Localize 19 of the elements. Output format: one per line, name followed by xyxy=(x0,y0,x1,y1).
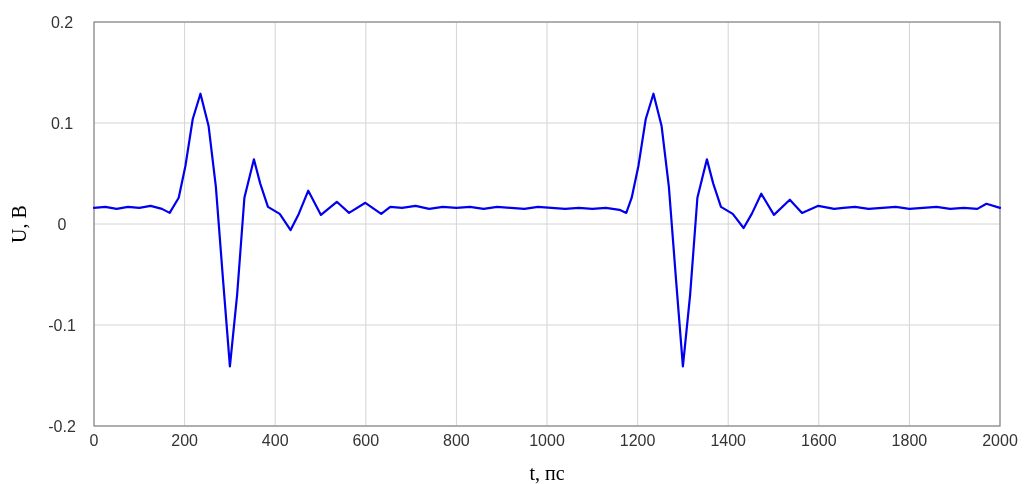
x-axis-title: t, пс xyxy=(529,462,565,484)
x-tick-label: 1400 xyxy=(710,432,747,449)
x-tick-label: 200 xyxy=(171,432,199,449)
x-tick-label: 2000 xyxy=(982,432,1018,449)
line-series xyxy=(92,92,1002,368)
x-tick-label: 1200 xyxy=(619,432,656,449)
y-axis-title: U, В xyxy=(8,205,30,243)
x-tick-label: 400 xyxy=(261,432,289,449)
y-tick-label: -0.2 xyxy=(48,418,76,435)
y-tick-label: -0.1 xyxy=(48,317,76,334)
y-tick-label: 0.1 xyxy=(50,115,74,132)
y-tick-label: 0.2 xyxy=(50,14,74,31)
x-tick-label: 1600 xyxy=(801,432,837,449)
x-tick-label: 1800 xyxy=(891,432,928,449)
x-tick-label: 1000 xyxy=(529,432,565,449)
x-tick-label: 0 xyxy=(89,432,99,449)
x-tick-label: 600 xyxy=(352,432,380,449)
y-tick-label: 0 xyxy=(57,216,67,233)
x-tick-label: 800 xyxy=(443,432,470,449)
